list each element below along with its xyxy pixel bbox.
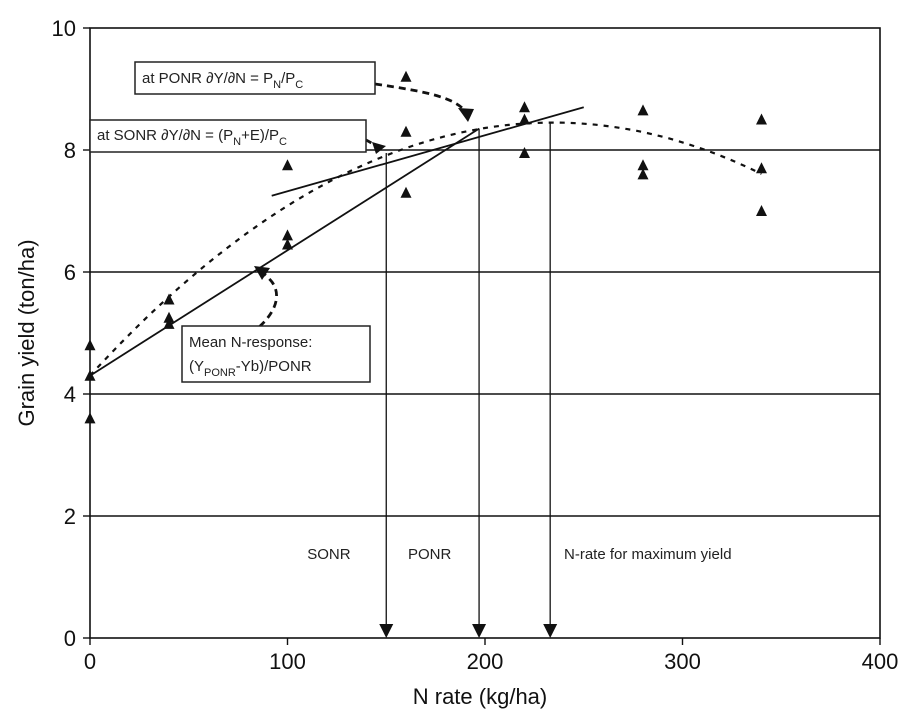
svg-text:(YPONR-Yb)/PONR: (YPONR-Yb)/PONR	[189, 358, 312, 379]
data-point-4	[163, 311, 175, 323]
x-tick-label-0: 0	[84, 649, 96, 674]
mean-arrowhead	[254, 266, 270, 280]
mean-line2-b: -Yb)/PONR	[236, 358, 312, 375]
sonr-main: at SONR ∂Y/∂N = (P	[97, 127, 233, 144]
ponr-main: at PONR ∂Y/∂N = P	[142, 70, 273, 87]
ponr-sub-c: C	[295, 79, 303, 91]
mean-arrow-curve	[249, 270, 278, 336]
ponr-annotation: at PONR ∂Y/∂N = PN/PC	[134, 61, 376, 95]
data-point-11	[400, 186, 412, 198]
y-tick-label-0: 0	[64, 626, 76, 651]
mean-response-annotation: Mean N-response: (YPONR-Yb)/PONR	[181, 325, 371, 383]
svg-text:at PONR ∂Y/∂N = PN/PC: at PONR ∂Y/∂N = PN/PC	[142, 70, 303, 91]
y-tick-label-6: 6	[64, 260, 76, 285]
sonr-sub-c: C	[279, 136, 287, 148]
data-point-20	[756, 205, 767, 216]
x-tick-label-200: 200	[467, 649, 504, 674]
marker-arrowhead-0	[379, 624, 394, 638]
y-tick-label-8: 8	[64, 138, 76, 163]
ponr-sub-n: N	[273, 79, 281, 91]
x-tick-label-300: 300	[664, 649, 701, 674]
y-axis-title: Grain yield (ton/ha)	[14, 239, 39, 426]
sonr-arrowhead	[372, 142, 386, 154]
mean-line2-a: (Y	[189, 358, 204, 375]
marker-arrowhead-2	[543, 624, 558, 638]
tangent-line	[271, 106, 584, 197]
axes	[83, 27, 881, 645]
svg-text:at SONR ∂Y/∂N = (PN+E)/PC: at SONR ∂Y/∂N = (PN+E)/PC	[97, 127, 287, 148]
y-tick-label-10: 10	[52, 16, 76, 41]
data-point-17	[637, 168, 649, 180]
marker-label-1: PONR	[408, 546, 452, 563]
y-tick-label-4: 4	[64, 382, 76, 407]
sonr-mid: +E)/P	[241, 127, 279, 144]
ponr-arrow-curve	[374, 82, 468, 113]
data-point-14	[519, 147, 530, 159]
x-tick-label-100: 100	[269, 649, 306, 674]
data-point-18	[756, 113, 767, 125]
mean-line2-sub: PONR	[204, 367, 236, 379]
ponr-arrowhead	[458, 108, 474, 122]
mean-line1: Mean N-response:	[189, 334, 312, 351]
data-point-6	[282, 159, 293, 171]
tick-labels: 0 100 200 300 400 0 2 4 6 8 10	[52, 16, 899, 674]
data-point-19	[756, 162, 767, 174]
marker-label-0: SONR	[307, 546, 351, 563]
sonr-annotation: at SONR ∂Y/∂N = (PN+E)/PC	[89, 119, 367, 153]
y-tick-label-2: 2	[64, 504, 76, 529]
data-point-12	[519, 101, 530, 113]
data-point-16	[637, 159, 649, 171]
x-tick-label-400: 400	[862, 649, 899, 674]
marker-arrowhead-1	[472, 624, 487, 638]
sonr-sub-n: N	[233, 136, 241, 148]
data-point-9	[400, 70, 412, 82]
data-point-8	[282, 238, 293, 250]
ponr-mid: /P	[281, 70, 295, 87]
data-point-7	[282, 229, 293, 241]
quadratic-fit-curve	[89, 121, 762, 377]
fit-lines	[89, 106, 762, 377]
mean-response-line	[89, 127, 480, 377]
data-point-3	[163, 293, 175, 305]
data-point-15	[637, 104, 649, 116]
x-axis-title: N rate (kg/ha)	[413, 684, 548, 709]
data-point-13	[519, 113, 530, 125]
marker-label-2: N-rate for maximum yield	[564, 546, 732, 563]
data-point-5	[163, 317, 175, 329]
data-point-10	[400, 125, 412, 137]
vertical-markers: SONR PONR N-rate for maximum yield	[307, 122, 732, 638]
annotation-arrows	[249, 82, 474, 336]
